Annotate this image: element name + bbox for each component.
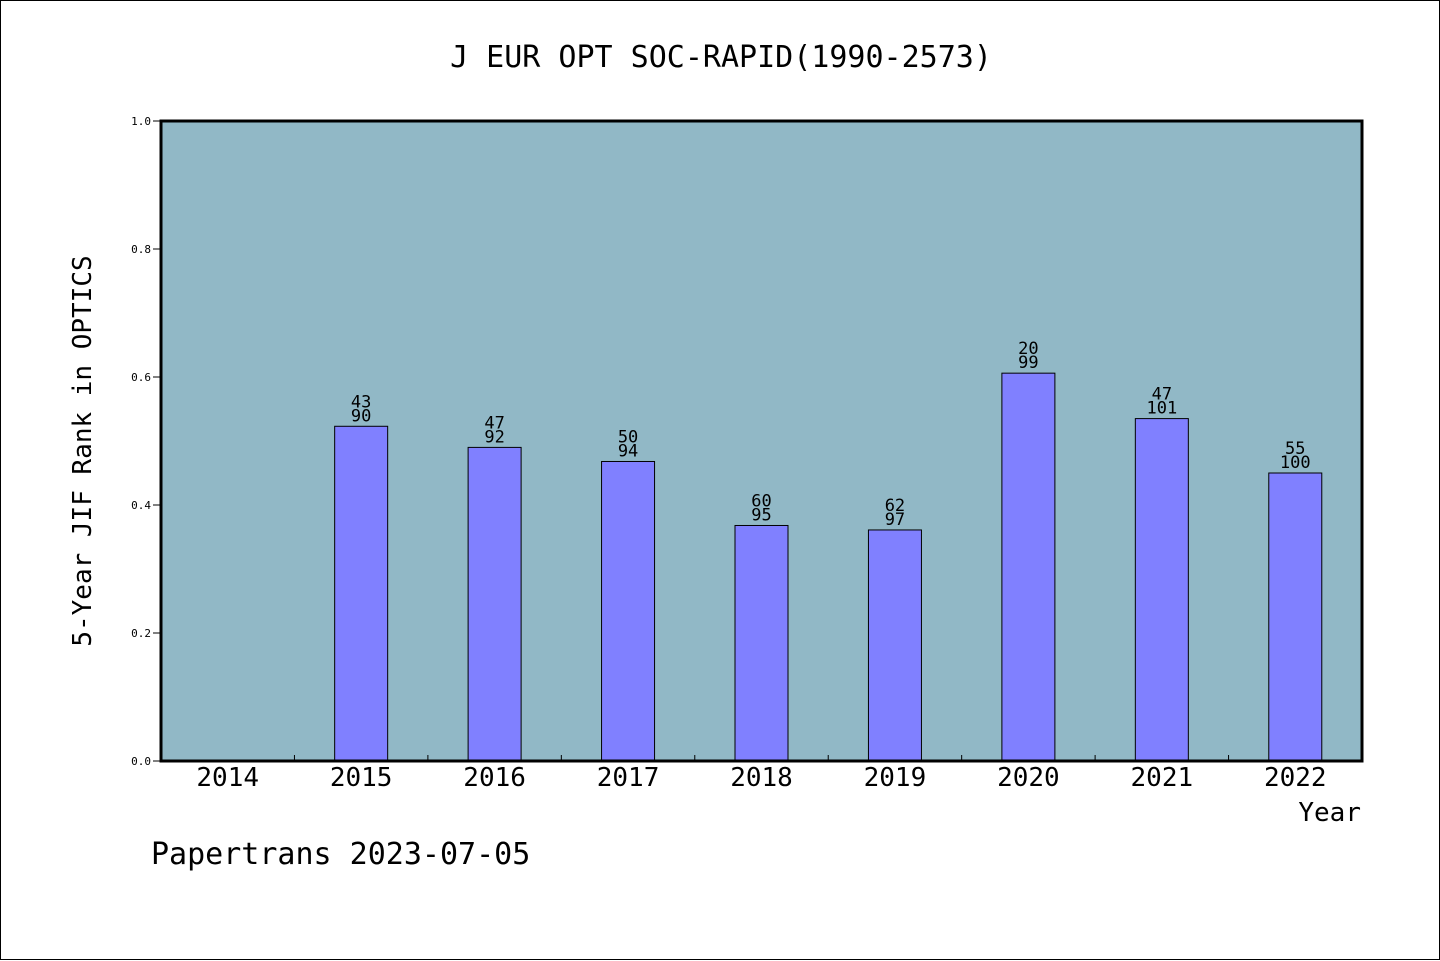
bar — [601, 460, 656, 762]
x-tick-label: 2021 — [1131, 763, 1194, 793]
bar-label-total: 99 — [1018, 353, 1038, 373]
chart-title: J EUR OPT SOC-RAPID(1990-2573) — [450, 40, 992, 75]
bar-label-total: 95 — [751, 505, 771, 525]
bar-label-total: 90 — [351, 406, 371, 426]
bar-label-rank: 47 — [484, 413, 504, 433]
bar — [867, 529, 922, 762]
bar-label-rank: 43 — [351, 392, 371, 412]
x-tick-label: 2015 — [330, 763, 393, 793]
footer-note: Papertrans 2023-07-05 — [151, 837, 530, 872]
bar-label-rank: 62 — [885, 496, 905, 516]
bar-label-total: 100 — [1280, 453, 1311, 473]
bar-label-total: 94 — [618, 441, 638, 461]
bar — [1134, 418, 1189, 762]
x-axis-label: Year — [1298, 798, 1361, 828]
bar-label-rank: 20 — [1018, 339, 1038, 359]
bar-label-total: 101 — [1146, 399, 1177, 419]
y-axis: 0.0 0.2 0.4 0.6 0.8 1.0 — [131, 115, 161, 768]
y-axis-label: 5-Year JIF Rank in OPTICS — [68, 255, 98, 646]
x-tick-label: 2017 — [597, 763, 660, 793]
bar-label-total: 97 — [885, 510, 905, 530]
x-tick-label: 2020 — [997, 763, 1060, 793]
x-tick-label: 2022 — [1264, 763, 1327, 793]
bar — [734, 524, 789, 762]
x-tick-label: 2016 — [463, 763, 526, 793]
x-axis: 2014 2015 2016 2017 2018 2019 2020 2021 2022 — [196, 755, 1327, 793]
y-tick-label: 1.0 — [131, 115, 151, 128]
x-tick-label: 2014 — [196, 763, 259, 793]
bar — [334, 425, 389, 762]
x-tick-label: 2019 — [864, 763, 927, 793]
bar — [1001, 372, 1056, 762]
bar-label-rank: 47 — [1152, 385, 1172, 405]
bar — [467, 446, 522, 762]
y-tick-label: 0.6 — [131, 371, 151, 384]
plot-border — [159, 119, 1364, 763]
y-tick-label: 0.4 — [131, 499, 151, 512]
y-tick-label: 0.0 — [131, 755, 151, 768]
bar — [1268, 472, 1323, 762]
bar-label-rank: 50 — [618, 427, 638, 447]
bars-group — [334, 372, 1323, 762]
bar-label-rank: 60 — [751, 491, 771, 511]
bar-label-total: 92 — [484, 427, 504, 447]
bar-label-rank: 55 — [1285, 439, 1305, 459]
x-tick-label: 2018 — [730, 763, 793, 793]
y-tick-label: 0.8 — [131, 243, 151, 256]
y-tick-label: 0.2 — [131, 627, 151, 640]
